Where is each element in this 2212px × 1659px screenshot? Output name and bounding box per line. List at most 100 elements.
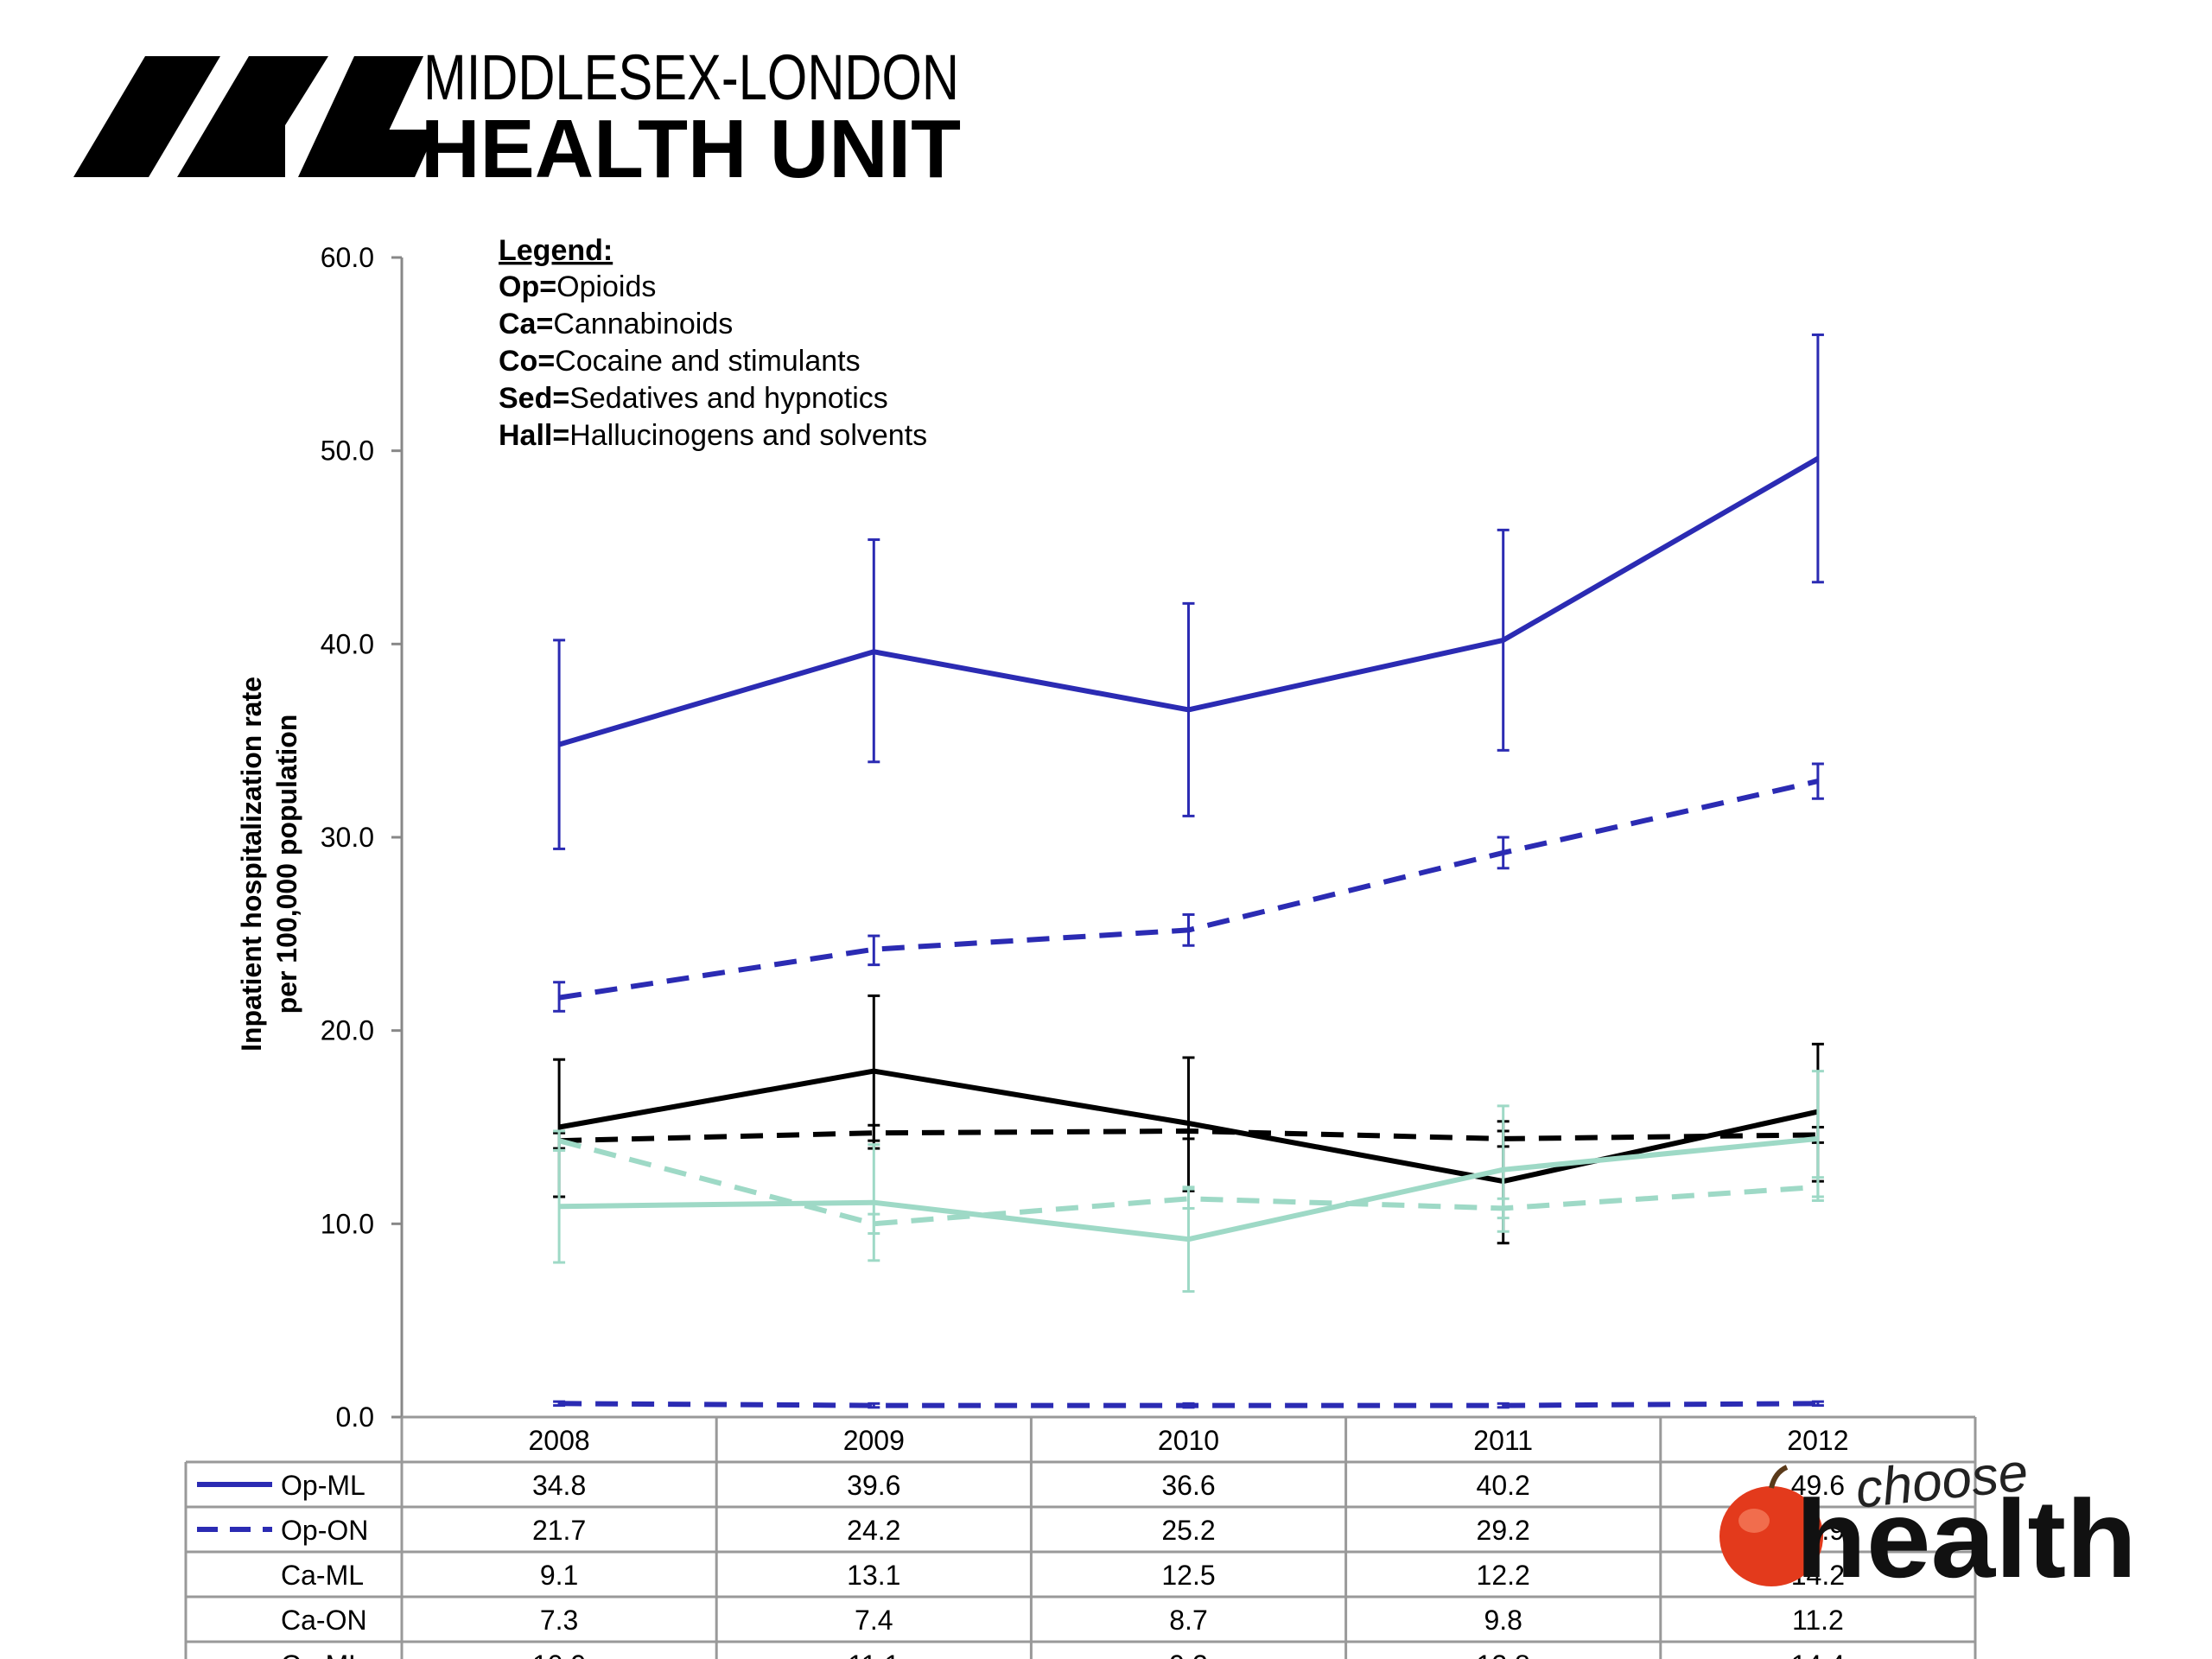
- table-cell: 36.6: [1161, 1470, 1215, 1501]
- table-cell: 12.8: [1477, 1649, 1530, 1659]
- x-category-label: 2012: [1787, 1425, 1848, 1456]
- badge-bottom-text: health: [1796, 1478, 2137, 1601]
- series-layer: [553, 333, 1824, 1409]
- table-cell: 21.7: [532, 1515, 586, 1546]
- table-cell: 11.1: [848, 1649, 899, 1659]
- table-cell: 9.2: [1169, 1649, 1207, 1659]
- legend-item-text: Opioids: [556, 270, 656, 303]
- legend-item-text: Sedatives and hypnotics: [569, 382, 888, 415]
- data-point: [873, 1201, 875, 1204]
- data-point: [1816, 457, 1819, 460]
- table-row-label: Op-ON: [281, 1515, 368, 1546]
- data-point: [1816, 1402, 1819, 1405]
- data-point: [1816, 1185, 1819, 1188]
- x-category-label: 2010: [1158, 1425, 1219, 1456]
- data-point: [1187, 1198, 1190, 1200]
- table-cell: 9.8: [1484, 1605, 1522, 1636]
- legend-box: Legend: Op=Opioids Ca=Cannabinoids Co=Coca…: [499, 234, 927, 452]
- table-cell: 8.7: [1169, 1605, 1207, 1636]
- y-axis-label-line-1: Inpatient hospitalization rate: [236, 677, 267, 1052]
- data-point: [1502, 1207, 1504, 1210]
- legend-item-text: Cocaine and stimulants: [555, 345, 860, 378]
- series-opon: [553, 762, 1824, 1013]
- y-tick-label: 60.0: [321, 242, 374, 273]
- legend-item: Ca=Cannabinoids: [499, 308, 733, 340]
- table-row-label: Ca-ML: [281, 1560, 364, 1591]
- table-row: Ca-ON 7.3 7.4 8.7 9.8 11.2: [281, 1605, 1844, 1636]
- y-tick-label: 30.0: [321, 822, 374, 853]
- y-tick-label: 0.0: [336, 1402, 374, 1433]
- table-cell: 10.9: [532, 1649, 586, 1659]
- legend-item-text: Hallucinogens and solvents: [569, 419, 927, 452]
- legend-items: Op=Opioids Ca=Cannabinoids Co=Cocaine and …: [499, 270, 927, 452]
- data-point: [558, 1402, 561, 1405]
- data-point: [873, 1070, 875, 1072]
- y-axis-ticks: 0.0 10.0 20.0 30.0 40.0 50.0 60.0: [321, 242, 402, 1433]
- legend-item-abbr: Co=: [499, 345, 555, 378]
- data-point: [873, 651, 875, 653]
- y-axis-label: Inpatient hospitalization rate per 100,0…: [236, 677, 302, 1052]
- data-point: [1502, 1404, 1504, 1407]
- table-cell: 34.8: [532, 1470, 586, 1501]
- data-point: [1187, 1129, 1190, 1132]
- table-cell: 11.2: [1792, 1605, 1844, 1636]
- x-category-label: 2011: [1473, 1425, 1533, 1456]
- table-cell: 13.1: [847, 1560, 900, 1591]
- choose-health-badge: choose health: [1719, 1442, 2137, 1601]
- table-row-label: Co-ML: [281, 1649, 364, 1659]
- y-tick-label: 10.0: [321, 1208, 374, 1239]
- legend-item-abbr: Sed=: [499, 382, 569, 415]
- x-category-label: 2009: [843, 1425, 905, 1456]
- y-tick-label: 50.0: [321, 435, 374, 467]
- table-row: Co-ML 10.9 11.1 9.2 12.8 14.4: [281, 1649, 1845, 1659]
- logo-line-1: MIDDLESEX-LONDON: [423, 41, 959, 113]
- data-point: [1816, 1137, 1819, 1140]
- data-table: 2008 2009 2010 2011 2012 Op-ML 34.8 39.6 36.6 40.…: [184, 1415, 1977, 1659]
- data-point: [558, 1126, 561, 1128]
- x-category-label: 2008: [529, 1425, 590, 1456]
- table-row-label: Op-ML: [281, 1470, 365, 1501]
- series-hallon: [553, 1400, 1824, 1409]
- legend-item-abbr: Ca=: [499, 308, 553, 340]
- legend-item: Co=Cocaine and stimulants: [499, 345, 861, 378]
- series-line-coon: [558, 1138, 1819, 1227]
- table-cell: 29.2: [1477, 1515, 1530, 1546]
- data-point: [1502, 1168, 1504, 1171]
- data-point: [558, 743, 561, 746]
- table-cell: 12.2: [1477, 1560, 1530, 1591]
- y-tick-label: 40.0: [321, 628, 374, 659]
- data-point: [873, 1223, 875, 1225]
- table-row-label: Ca-ON: [281, 1605, 367, 1636]
- legend-item: Op=Opioids: [499, 270, 656, 303]
- legend-heading: Legend:: [499, 234, 613, 267]
- data-point: [873, 1132, 875, 1135]
- data-point: [873, 1404, 875, 1407]
- table-cell: 25.2: [1161, 1515, 1215, 1546]
- data-point: [1187, 1238, 1190, 1241]
- legend-item-text: Cannabinoids: [553, 308, 733, 340]
- legend-item: Hall=Hallucinogens and solvents: [499, 419, 927, 452]
- table-cell: 24.2: [847, 1515, 900, 1546]
- data-point: [1816, 780, 1819, 783]
- table-row: Ca-ML 9.1 13.1 12.5 12.2 14.2: [281, 1560, 1845, 1591]
- data-point: [1187, 1404, 1190, 1407]
- series-coon: [553, 1129, 1824, 1236]
- logo: MIDDLESEX-LONDON HEALTH UNIT: [73, 41, 961, 195]
- table-cell: 39.6: [847, 1470, 900, 1501]
- legend-item: Sed=Sedatives and hypnotics: [499, 382, 888, 415]
- logo-line-2: HEALTH UNIT: [421, 103, 961, 195]
- y-axis-label-line-2: per 100,000 population: [271, 715, 302, 1014]
- table-row: Op-ML 34.8 39.6 36.6 40.2 49.6: [197, 1470, 1845, 1501]
- table-cell: 7.3: [540, 1605, 578, 1636]
- table-cell: 7.4: [855, 1605, 893, 1636]
- data-point: [558, 1205, 561, 1208]
- y-tick-label: 20.0: [321, 1015, 374, 1046]
- data-point: [558, 1140, 561, 1142]
- table-cell: 40.2: [1477, 1470, 1530, 1501]
- legend-item-abbr: Hall=: [499, 419, 569, 452]
- table-cell: 12.5: [1161, 1560, 1215, 1591]
- data-point: [1502, 639, 1504, 641]
- apple-icon: [1719, 1465, 1823, 1586]
